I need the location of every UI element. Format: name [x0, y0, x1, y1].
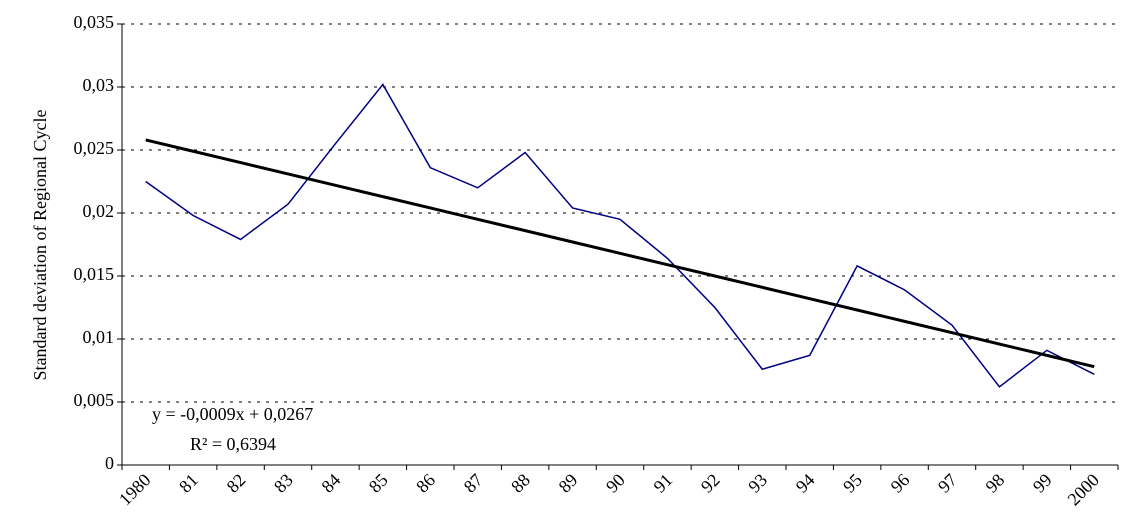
y-tick-label: 0,03	[83, 75, 115, 95]
x-tick-label: 84	[317, 470, 344, 497]
x-tick-label: 86	[412, 470, 439, 497]
x-tick-label: 82	[223, 470, 250, 497]
x-tick-label: 97	[934, 470, 961, 497]
x-tick-label: 98	[981, 470, 1008, 497]
y-tick-label: 0,035	[74, 12, 115, 32]
y-tick-label: 0,025	[74, 138, 115, 158]
y-tick-label: 0	[105, 453, 114, 473]
x-tick-label: 83	[270, 470, 297, 497]
x-tick-label: 94	[792, 470, 819, 497]
x-tick-label: 2000	[1064, 470, 1104, 510]
x-tick-label: 96	[887, 470, 914, 497]
x-tick-label: 85	[365, 470, 392, 497]
y-axis-label: Standard deviation of Regional Cycle	[30, 110, 50, 381]
x-tick-label: 89	[555, 470, 582, 497]
y-tick-label: 0,01	[83, 327, 115, 347]
x-tick-label: 99	[1029, 470, 1056, 497]
r-squared: R² = 0,6394	[190, 434, 276, 454]
series-line	[145, 83, 1095, 388]
x-tick-label: 90	[602, 470, 629, 497]
x-tick-label: 95	[839, 470, 866, 497]
x-tick-label: 81	[175, 470, 202, 497]
y-tick-label: 0,005	[74, 390, 115, 410]
x-tick-label: 88	[507, 470, 534, 497]
x-tick-label: 1980	[115, 470, 155, 510]
series-line	[145, 138, 1095, 369]
x-tick-label: 93	[744, 470, 771, 497]
x-tick-label: 87	[460, 470, 487, 497]
x-tick-label: 92	[697, 470, 724, 497]
y-tick-label: 0,02	[83, 201, 115, 221]
x-tick-label: 91	[649, 470, 676, 497]
trend-equation: y = -0,0009x + 0,0267	[152, 404, 313, 424]
y-tick-label: 0,015	[74, 264, 115, 284]
